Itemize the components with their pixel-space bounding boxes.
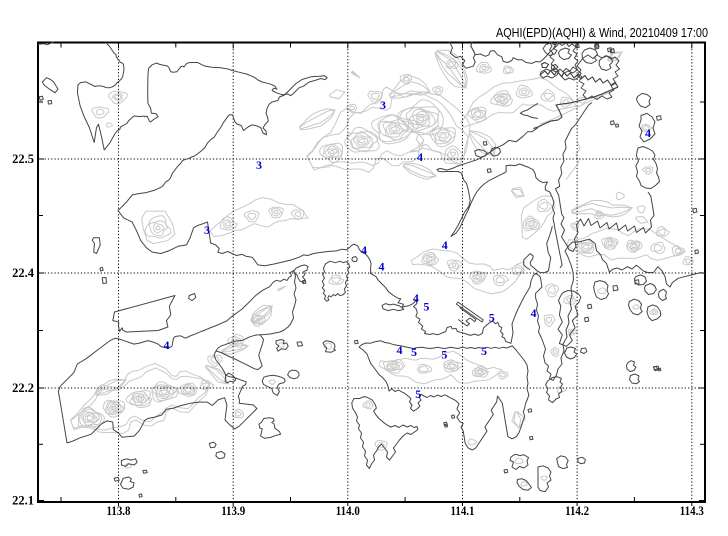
svg-text:4: 4 <box>413 291 419 305</box>
svg-text:113.8: 113.8 <box>107 504 131 518</box>
svg-text:5: 5 <box>441 348 447 362</box>
svg-text:3: 3 <box>204 223 210 237</box>
svg-text:22.2: 22.2 <box>12 381 34 395</box>
svg-text:4: 4 <box>164 338 170 352</box>
svg-text:4: 4 <box>379 260 385 274</box>
svg-text:114.3: 114.3 <box>680 504 704 518</box>
svg-text:3: 3 <box>380 98 386 112</box>
svg-text:4: 4 <box>417 150 423 164</box>
svg-text:114.1: 114.1 <box>451 504 475 518</box>
svg-text:5: 5 <box>481 344 487 358</box>
svg-text:3: 3 <box>256 158 262 172</box>
svg-text:AQHI(EPD)(AQHI) & Wind, 202104: AQHI(EPD)(AQHI) & Wind, 20210409 17:00 <box>496 26 708 40</box>
svg-text:4: 4 <box>645 126 651 140</box>
svg-text:5: 5 <box>423 300 429 314</box>
svg-text:5: 5 <box>411 345 417 359</box>
svg-text:5: 5 <box>415 387 421 401</box>
svg-text:5: 5 <box>489 311 495 325</box>
svg-text:114.2: 114.2 <box>565 504 589 518</box>
svg-text:4: 4 <box>397 343 403 357</box>
svg-text:22.4: 22.4 <box>12 266 35 280</box>
svg-text:22.5: 22.5 <box>12 152 34 166</box>
svg-text:4: 4 <box>531 306 537 320</box>
svg-text:4: 4 <box>442 238 448 252</box>
svg-text:4: 4 <box>361 243 367 257</box>
svg-text:113.9: 113.9 <box>221 504 245 518</box>
svg-text:22.1: 22.1 <box>12 494 34 508</box>
svg-text:114.0: 114.0 <box>336 504 360 518</box>
